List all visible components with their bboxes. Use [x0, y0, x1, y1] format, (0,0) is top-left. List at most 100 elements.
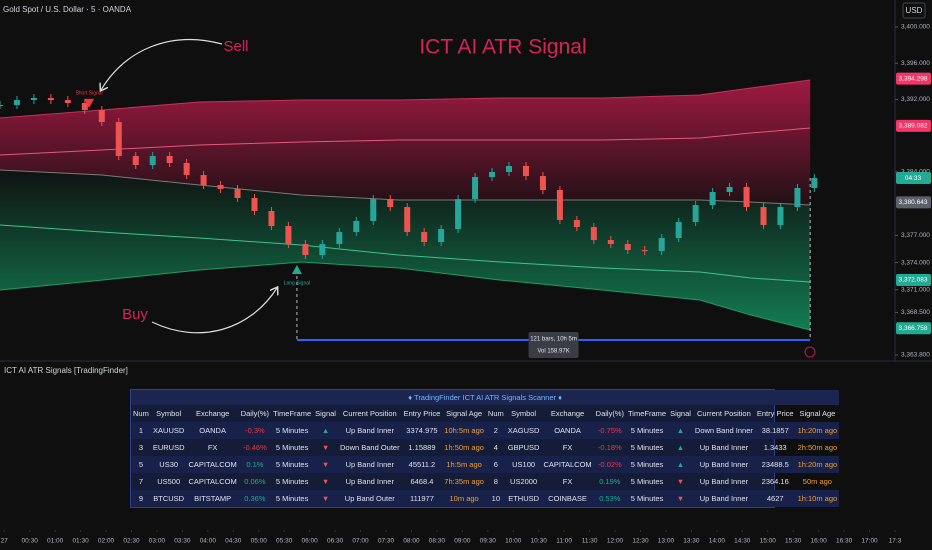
table-cell: 5 Minutes — [275, 460, 309, 469]
column-header: Symbol — [156, 409, 182, 418]
price-label: 3,372.083 — [899, 277, 928, 284]
x-tick-label: 05:00 — [251, 538, 268, 545]
candle-body — [200, 175, 207, 186]
candle-body — [421, 232, 428, 243]
table-cell: FX — [207, 443, 218, 452]
table-cell: Up Band Inner — [345, 460, 394, 469]
candle-body — [336, 232, 343, 245]
table-cell: 10m ago — [449, 494, 479, 503]
x-tick-label: 13:00 — [658, 538, 675, 545]
table-row: 9 BTCUSD BITSTAMP 0.36% 5 Minutes ▼ Up Band Ou… — [131, 490, 840, 507]
signal-label: Short Signal — [75, 90, 102, 96]
band-line — [0, 169, 811, 206]
pane-label: ICT AI ATR Signals [TradingFinder] — [4, 366, 128, 375]
candle-body — [438, 229, 445, 243]
table-cell: ▼ — [321, 494, 330, 503]
table-cell: 1h:10m ago — [797, 494, 838, 503]
table-cell: ▼ — [321, 477, 330, 486]
table-cell: 5 Minutes — [275, 477, 309, 486]
column-header: TimeFrame — [273, 409, 312, 418]
candle-body — [777, 207, 784, 226]
table-cell: 1.15889 — [408, 443, 436, 452]
y-tick-label: 3,377.000 — [901, 232, 930, 239]
price-label-box — [896, 273, 931, 286]
signal-marker — [84, 98, 95, 108]
table-cell: 6 — [493, 460, 498, 469]
candle-body — [251, 197, 258, 212]
price-label-box — [896, 119, 931, 132]
currency[interactable]: USD — [906, 6, 923, 15]
candle-body — [404, 207, 411, 233]
column-header: Signal — [670, 409, 691, 418]
table-row: 1 XAUUSD OANDA -0.3% 5 Minutes ▲ Up Band Inner… — [131, 422, 840, 439]
table-cell: US100 — [512, 460, 536, 469]
y-tick-label: 3,363.800 — [901, 352, 930, 359]
table-cell: XAUUSD — [153, 426, 185, 435]
x-tick-label: 05:30 — [276, 538, 293, 545]
table-cell: 5 Minutes — [275, 494, 309, 503]
table-cell: US500 — [157, 477, 181, 486]
price-label-box — [896, 196, 931, 209]
column-header: Signal — [315, 409, 336, 418]
table-cell: 50m ago — [802, 477, 832, 486]
currency-box[interactable] — [902, 2, 926, 19]
column-header: Daily(%) — [595, 409, 624, 418]
candle-body — [692, 205, 699, 222]
x-tick-label: 10:00 — [505, 538, 522, 545]
price-label-box — [896, 72, 931, 85]
price-label: 3,380.643 — [899, 199, 928, 206]
table-cell: ▲ — [676, 426, 685, 435]
x-tick-label: 15:00 — [760, 538, 777, 545]
table-cell: US30 — [159, 460, 179, 469]
table-cell: 45511.2 — [408, 460, 436, 469]
x-tick-label: 09:00 — [454, 538, 471, 545]
table-cell: COINBASE — [548, 494, 587, 503]
table-cell: 4 — [493, 443, 498, 452]
y-tick-label: 3,374.000 — [901, 259, 930, 266]
price-label: 3,366.758 — [899, 325, 928, 332]
x-tick-label: 04:30 — [225, 538, 242, 545]
table-cell: ▼ — [321, 443, 330, 452]
x-tick-label: 08:00 — [403, 538, 420, 545]
table-row: 5 US30 CAPITALCOM 0.1% 5 Minutes ▼ Up Band Inn… — [131, 456, 840, 473]
table-cell: GBPUSD — [507, 443, 540, 452]
table-cell: 9 — [138, 494, 143, 503]
table-cell: 7h:35m ago — [444, 477, 484, 486]
x-tick-label: 03:00 — [149, 538, 166, 545]
signal-marker — [291, 265, 302, 275]
x-tick-label: 02:00 — [98, 538, 115, 545]
column-header: Symbol — [511, 409, 537, 418]
table-cell: 8 — [493, 477, 498, 486]
table-cell: Up Band Inner — [699, 460, 749, 469]
candle-body — [641, 249, 648, 252]
table-row: 3 EURUSD FX -0.46% 5 Minutes ▼ Down Band Outer… — [131, 439, 839, 456]
table-cell: -0.18% — [597, 443, 622, 452]
table-cell: 5 Minutes — [630, 426, 664, 435]
table-row: 7 US500 CAPITALCOM 0.06% 5 Minutes ▼ Up Band I… — [131, 473, 839, 490]
candle-body — [489, 171, 496, 178]
y-tick-label: 3,371.000 — [901, 286, 930, 293]
table-cell: ETHUSD — [508, 494, 540, 503]
table-cell: 5 Minutes — [275, 426, 309, 435]
candle-body — [370, 199, 377, 221]
table-cell: CAPITALCOM — [188, 460, 237, 469]
table-cell: 7 — [138, 477, 143, 486]
table-cell: 10 — [491, 494, 501, 503]
alert-icon[interactable] — [804, 346, 816, 358]
buy-annotation: Buy — [122, 306, 148, 323]
table-cell: Up Band Inner — [345, 477, 394, 486]
upper-band-fill — [0, 80, 811, 206]
measure-label: 121 bars, 10h 5m — [530, 337, 577, 343]
column-header: Current Position — [697, 409, 751, 418]
candle-body — [556, 190, 563, 220]
x-tick-label: 07:00 — [352, 538, 369, 545]
candle-body — [607, 240, 614, 245]
table-cell: ▲ — [676, 443, 685, 452]
x-tick-label: 12:00 — [607, 538, 624, 545]
band-line — [0, 224, 811, 283]
column-header: Entry Price — [756, 409, 794, 418]
candle-body — [30, 98, 37, 101]
table-cell: Down Band Inner — [694, 426, 753, 435]
table-cell: FX — [562, 443, 573, 452]
x-tick-label: 10:30 — [531, 538, 548, 545]
